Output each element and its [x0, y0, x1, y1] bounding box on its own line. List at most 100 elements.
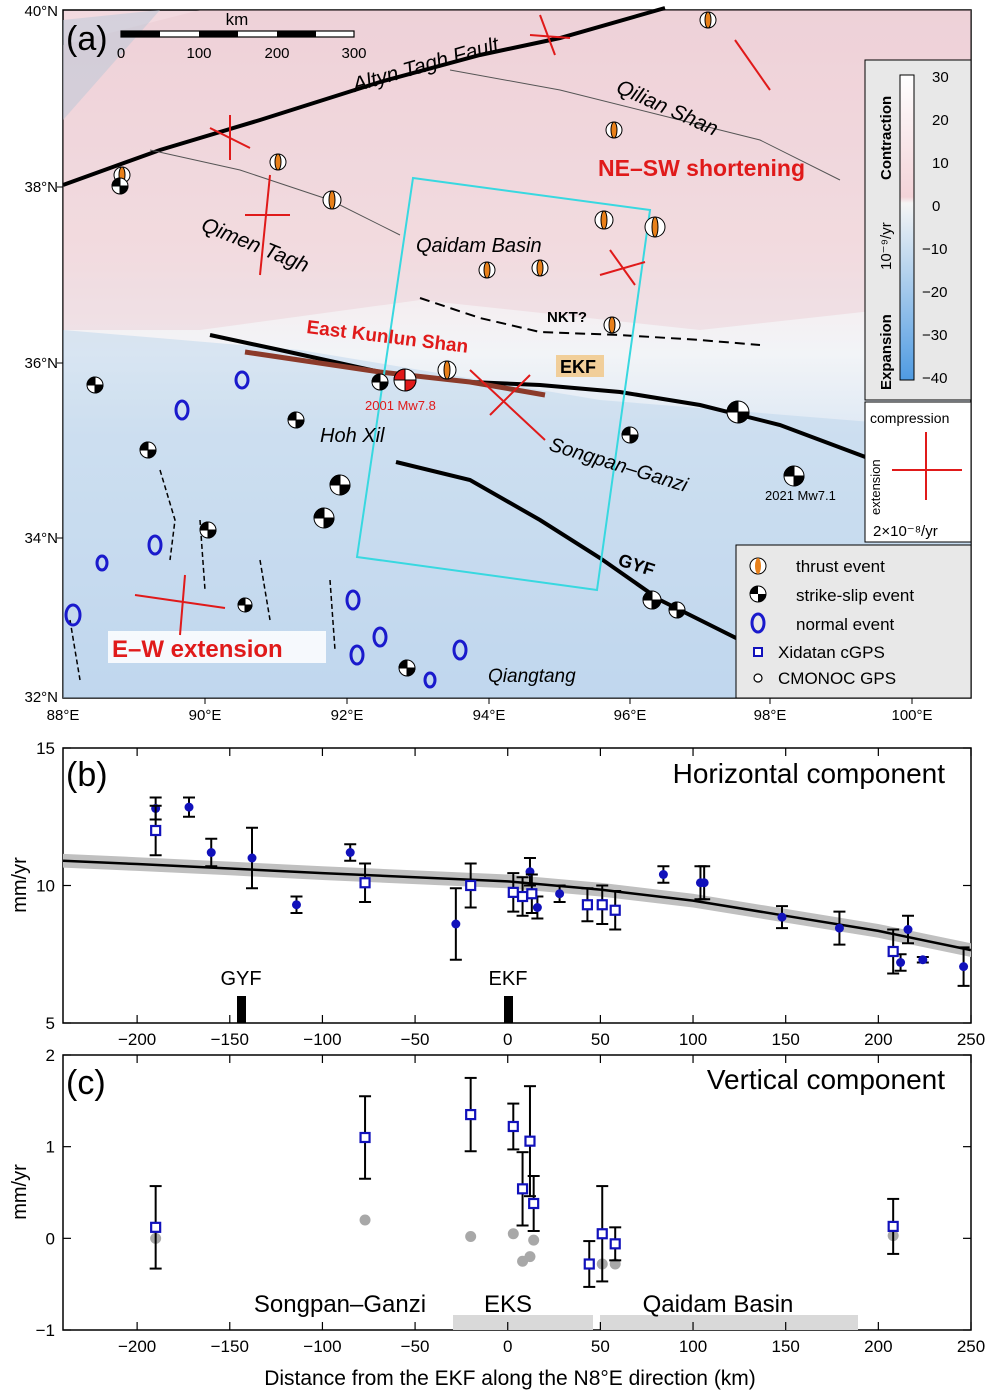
legend-label: CMONOC GPS: [778, 669, 896, 688]
legend-label: Xidatan cGPS: [778, 643, 885, 662]
zone-label-eks: EKS: [484, 1291, 532, 1318]
qimen-fault: [149, 149, 401, 236]
colorbar-tick: 0: [932, 198, 940, 215]
legend: thrust event strike-slip event normal ev…: [735, 544, 972, 699]
lat-label: 40°N: [24, 3, 58, 20]
cmonoc-point: [184, 802, 194, 812]
colorbar-tick: −30: [922, 327, 947, 344]
normal-faults: [69, 469, 336, 681]
x-tick-label: −50: [401, 1030, 430, 1049]
cmonoc-point: [451, 919, 461, 929]
panel-a-label: (a): [66, 20, 108, 58]
xidatan-point: [609, 904, 621, 916]
gyf-marker-bar: [237, 996, 246, 1023]
x-tick-label: −100: [303, 1337, 341, 1356]
xidatan-point: [526, 888, 538, 900]
cmonoc-point: [959, 962, 969, 972]
lon-label: 92°E: [331, 707, 364, 724]
xidatan-point: [150, 824, 162, 837]
legend-label: strike-slip event: [796, 586, 914, 605]
panel-b-x-ticks: −200 −150 −100 −50 0 50 100 150 200 250: [118, 748, 985, 1049]
model-point: [465, 1231, 477, 1242]
cmonoc-point: [699, 878, 709, 888]
panel-c-ylabel: mm/yr: [9, 1164, 31, 1220]
cmonoc-point: [532, 903, 542, 912]
legend-label: thrust event: [796, 557, 885, 576]
cmonoc-point: [206, 848, 216, 857]
lon-label: 96°E: [614, 707, 647, 724]
lon-label: 100°E: [891, 707, 932, 724]
y-tick-label: −1: [36, 1321, 55, 1340]
x-tick-label: −150: [211, 1030, 249, 1049]
panel-c-label: (c): [66, 1064, 106, 1102]
cmonoc-point: [247, 853, 257, 863]
panel-c-x-ticks: −200 −150 −100 −50 0 50 100 150 200 250: [118, 1055, 985, 1356]
xidatan-point: [150, 1221, 162, 1233]
panel-b: (b) Horizontal component mm/yr 5 10 15 −20…: [9, 739, 985, 1049]
thrust-event-icon: [113, 11, 717, 380]
fault-label-nkt: NKT?: [547, 309, 587, 326]
panel-b-points: [149, 796, 970, 987]
panel-c-xlabel: Distance from the EKF along the N8°E dir…: [264, 1367, 756, 1390]
panel-c: (c) Vertical component mm/yr Songpan–Gan…: [9, 1046, 985, 1390]
ganzi-yushu-fault: [395, 460, 761, 652]
x-tick-label: 100: [679, 1030, 707, 1049]
strike-slip-legend-icon: [750, 586, 766, 602]
annotation-ew-extension: E–W extension: [112, 636, 283, 663]
xidatan-point: [528, 1197, 540, 1210]
y-tick-label: 2: [46, 1046, 55, 1065]
cmonoc-point: [345, 848, 355, 857]
y-tick-label: 0: [46, 1229, 55, 1248]
colorbar-contraction: Contraction: [878, 96, 895, 180]
normal-event-icon: [64, 370, 468, 689]
qilian-fault: [449, 69, 841, 181]
x-tick-label: 200: [864, 1337, 892, 1356]
xidatan-point: [596, 1228, 608, 1240]
scale-tick: 300: [341, 45, 366, 62]
xidatan-point: [609, 1238, 621, 1250]
east-kunlun-fault: [209, 333, 901, 472]
2001-rupture: [244, 349, 546, 398]
lat-label: 34°N: [24, 530, 58, 547]
scale-tick: 200: [264, 45, 289, 62]
zone-label-songpan: Songpan–Ganzi: [254, 1291, 426, 1318]
ekf-marker-bar: [504, 996, 513, 1023]
model-point: [507, 1228, 519, 1240]
x-tick-label: −200: [118, 1337, 156, 1356]
lon-label: 94°E: [473, 707, 506, 724]
study-area-box: [355, 176, 652, 592]
cmonoc-point: [291, 900, 301, 910]
colorbar-unit: 10⁻⁹/yr: [878, 222, 895, 270]
model-point: [359, 1214, 371, 1226]
legend-label: normal event: [796, 615, 895, 634]
x-tick-label: 250: [957, 1337, 985, 1356]
xidatan-point: [507, 886, 519, 898]
contraction-region: [63, 10, 971, 330]
xidatan-point: [465, 1108, 477, 1121]
lat-label: 38°N: [24, 179, 58, 196]
x-tick-label: 200: [864, 1030, 892, 1049]
colorbar-tick: 30: [932, 69, 949, 86]
x-tick-label: 100: [679, 1337, 707, 1356]
fault-label-ekf: EKF: [560, 357, 596, 377]
colorbar-tick: 20: [932, 112, 949, 129]
cmonoc-point: [777, 912, 787, 922]
x-tick-label: −100: [303, 1030, 341, 1049]
north-kunlun-thrust: [419, 297, 761, 346]
xidatan-point: [887, 1220, 899, 1233]
zone-bar-qaidam: [600, 1315, 858, 1330]
cmonoc-point: [896, 958, 906, 967]
thrust-legend-icon: [755, 558, 761, 574]
x-tick-label: 50: [591, 1030, 610, 1049]
focal-mechanisms: [64, 11, 805, 689]
colorbar-tick: −40: [922, 370, 947, 387]
cmonoc-point: [903, 925, 913, 934]
place-label-hoh-xil: Hoh Xil: [320, 425, 385, 447]
x-tick-label: 0: [503, 1337, 512, 1356]
colorbar-tick: −10: [922, 241, 947, 258]
normal-legend-icon: [750, 612, 766, 634]
y-tick-label: 15: [36, 739, 55, 758]
lat-label: 32°N: [24, 689, 58, 706]
panel-b-title: Horizontal component: [673, 758, 946, 789]
